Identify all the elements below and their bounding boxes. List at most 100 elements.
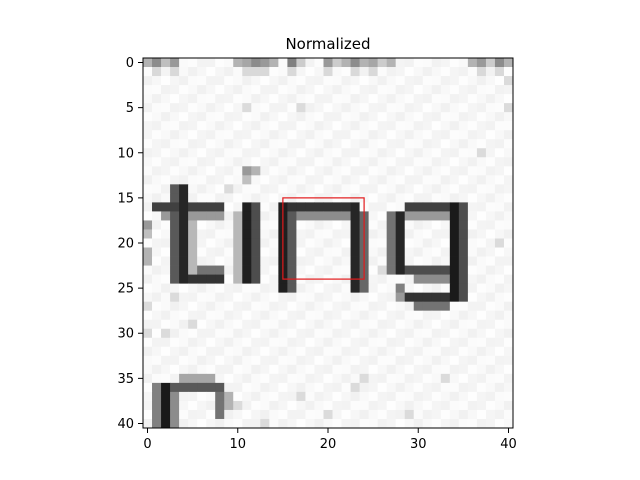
heatmap-cell <box>314 337 324 348</box>
heatmap-cell <box>386 391 397 402</box>
heatmap-cell <box>251 364 261 375</box>
heatmap-cell <box>422 157 433 167</box>
heatmap-cell <box>314 247 324 257</box>
heatmap-cell <box>449 355 460 366</box>
heatmap-cell <box>179 274 189 285</box>
heatmap-cell <box>440 202 451 212</box>
heatmap-cell <box>449 211 460 221</box>
heatmap-cell <box>287 373 297 384</box>
heatmap-cell <box>269 85 279 95</box>
heatmap-cell <box>413 103 424 113</box>
heatmap-cell <box>161 310 171 321</box>
heatmap-cell <box>161 85 171 95</box>
heatmap-cell <box>314 418 324 429</box>
heatmap-cell <box>242 94 252 104</box>
heatmap-cell <box>260 148 270 158</box>
heatmap-cell <box>458 67 469 77</box>
heatmap-cell <box>260 130 270 140</box>
heatmap-cell <box>224 175 234 185</box>
heatmap-cell <box>251 220 261 230</box>
heatmap-cell <box>224 409 234 420</box>
heatmap-cell <box>224 247 234 257</box>
heatmap-cell <box>152 310 162 321</box>
heatmap-cell <box>440 391 451 402</box>
heatmap-cell <box>449 184 460 194</box>
heatmap-cell <box>197 301 207 312</box>
heatmap-cell <box>314 76 324 86</box>
heatmap-cell <box>404 175 415 185</box>
heatmap-cell <box>233 130 243 140</box>
heatmap-cell <box>161 175 171 185</box>
heatmap-cell <box>197 346 207 357</box>
heatmap-cell <box>404 292 415 303</box>
heatmap-cell <box>494 202 505 212</box>
heatmap-cell <box>305 319 315 330</box>
heatmap-cell <box>422 76 433 86</box>
heatmap-cell <box>143 166 153 176</box>
heatmap-cell <box>485 94 496 104</box>
heatmap-cell <box>152 409 162 420</box>
heatmap-cell <box>413 130 424 140</box>
heatmap-cell <box>377 355 388 366</box>
heatmap-cell <box>188 337 198 348</box>
heatmap-cell <box>332 382 342 393</box>
heatmap-cell <box>404 130 415 140</box>
heatmap-cell <box>260 58 270 68</box>
heatmap-cell <box>449 229 460 239</box>
heatmap-cell <box>170 85 180 95</box>
heatmap-cell <box>206 310 216 321</box>
heatmap-cell <box>341 319 351 330</box>
heatmap-cell <box>377 256 388 266</box>
heatmap-cell <box>161 247 171 257</box>
heatmap-cell <box>152 76 162 86</box>
heatmap-cell <box>152 220 162 230</box>
heatmap-cell <box>332 409 342 420</box>
heatmap-cell <box>197 283 207 294</box>
heatmap-cell <box>170 139 180 149</box>
heatmap-cell <box>278 301 288 312</box>
heatmap-cell <box>206 211 216 221</box>
heatmap-cell <box>188 166 198 176</box>
heatmap-cell <box>296 220 306 230</box>
heatmap-cell <box>494 67 505 77</box>
heatmap-cell <box>368 202 379 212</box>
heatmap-cell <box>143 337 153 348</box>
heatmap-cell <box>350 229 360 239</box>
heatmap-cell <box>278 67 288 77</box>
heatmap-cell <box>476 256 487 266</box>
heatmap-cell <box>386 418 397 429</box>
heatmap-cell <box>188 148 198 158</box>
heatmap-cell <box>161 211 171 221</box>
heatmap-cell <box>269 337 279 348</box>
heatmap-cell <box>341 292 351 303</box>
heatmap-cell <box>251 130 261 140</box>
heatmap-cell <box>485 328 496 339</box>
heatmap-cell <box>332 229 342 239</box>
heatmap-cell <box>323 301 333 312</box>
heatmap-cell <box>323 130 333 140</box>
heatmap-cell <box>359 346 370 357</box>
heatmap-cell <box>278 355 288 366</box>
heatmap-cell <box>332 202 342 212</box>
heatmap-cell <box>161 409 171 420</box>
heatmap-cell <box>386 67 397 77</box>
heatmap-cell <box>494 94 505 104</box>
heatmap-cell <box>260 301 270 312</box>
heatmap-cell <box>395 265 406 275</box>
heatmap-cell <box>413 283 424 294</box>
heatmap-cell <box>323 85 333 95</box>
heatmap-cell <box>377 346 388 357</box>
heatmap-cell <box>431 121 442 131</box>
heatmap-cell <box>341 346 351 357</box>
heatmap-cell <box>215 409 225 420</box>
heatmap-cell <box>152 346 162 357</box>
heatmap-cell <box>413 409 424 420</box>
heatmap-cell <box>197 355 207 366</box>
heatmap-cell <box>314 256 324 266</box>
heatmap-cell <box>449 319 460 330</box>
heatmap-cell <box>251 256 261 266</box>
heatmap-cell <box>485 202 496 212</box>
heatmap-cell <box>485 265 496 275</box>
heatmap-cell <box>467 67 478 77</box>
